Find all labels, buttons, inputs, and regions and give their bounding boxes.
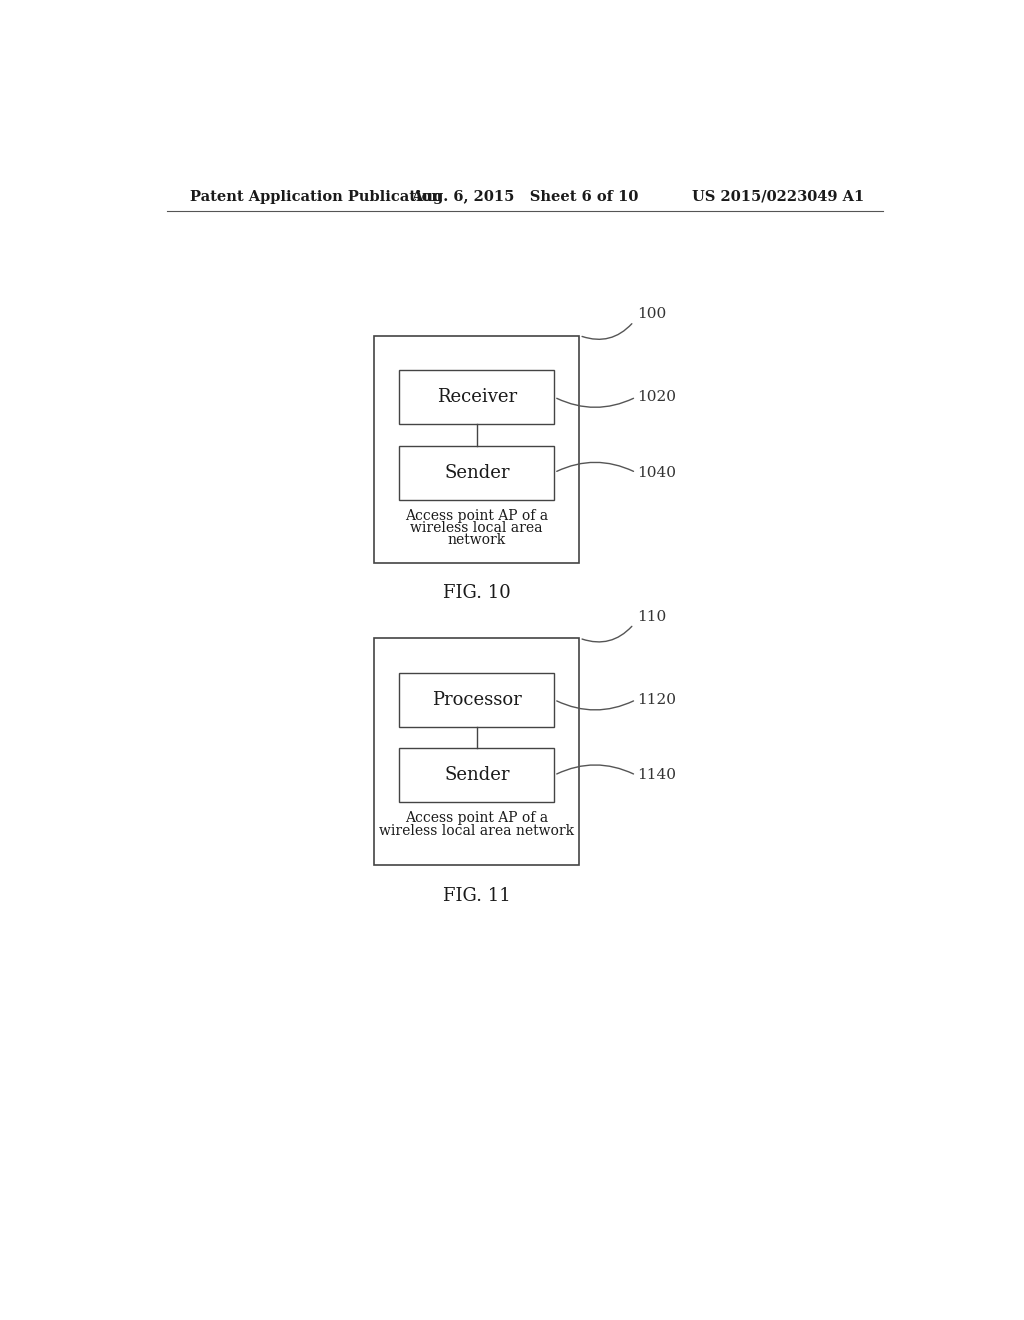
- Text: 1040: 1040: [638, 466, 677, 479]
- Text: Access point AP of a: Access point AP of a: [406, 508, 548, 523]
- Text: 1020: 1020: [638, 391, 677, 404]
- Text: Processor: Processor: [432, 690, 521, 709]
- Text: 100: 100: [638, 308, 667, 321]
- Bar: [374, 335, 580, 562]
- Text: 1120: 1120: [638, 693, 677, 706]
- Text: Receiver: Receiver: [436, 388, 517, 407]
- Bar: [399, 370, 554, 424]
- Text: US 2015/0223049 A1: US 2015/0223049 A1: [692, 190, 864, 203]
- Bar: [399, 446, 554, 499]
- Text: Sender: Sender: [444, 766, 510, 784]
- Text: Sender: Sender: [444, 463, 510, 482]
- Bar: [374, 638, 580, 866]
- Text: FIG. 10: FIG. 10: [442, 585, 511, 602]
- Text: Patent Application Publication: Patent Application Publication: [190, 190, 442, 203]
- Bar: [399, 673, 554, 726]
- Text: 1140: 1140: [638, 768, 677, 783]
- Text: network: network: [447, 533, 506, 548]
- Text: Access point AP of a: Access point AP of a: [406, 812, 548, 825]
- Text: Aug. 6, 2015   Sheet 6 of 10: Aug. 6, 2015 Sheet 6 of 10: [411, 190, 639, 203]
- Text: 110: 110: [638, 610, 667, 623]
- Bar: [399, 748, 554, 803]
- Text: FIG. 11: FIG. 11: [442, 887, 511, 904]
- Text: wireless local area network: wireless local area network: [379, 824, 574, 838]
- Text: wireless local area: wireless local area: [411, 521, 543, 535]
